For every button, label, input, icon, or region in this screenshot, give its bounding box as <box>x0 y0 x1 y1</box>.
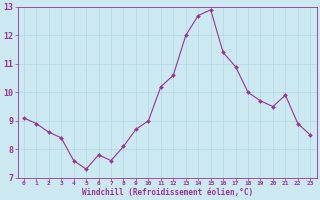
X-axis label: Windchill (Refroidissement éolien,°C): Windchill (Refroidissement éolien,°C) <box>82 188 253 197</box>
